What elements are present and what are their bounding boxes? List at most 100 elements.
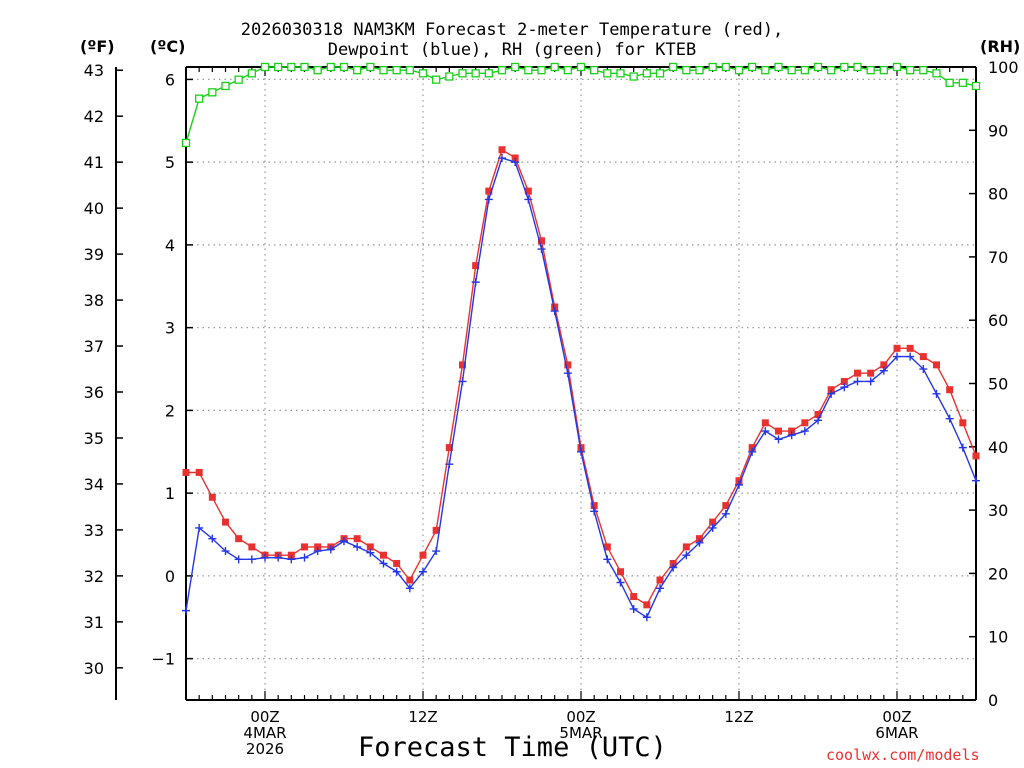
rh-series-point [445,72,454,81]
dewpoint-series-point [761,427,770,436]
dewpoint-series-point [866,377,875,386]
rh-series-point [550,62,559,72]
dewpoint-series-point [748,447,757,456]
dewpoint-series-point [340,537,348,546]
dewpoint-series-point [853,377,862,386]
temperature-series-point [761,419,769,427]
dewpoint-series-point [445,460,454,469]
rh-series-point [853,62,862,72]
temperature-series-point [485,187,493,195]
fahrenheit-tick-label: 40 [84,199,104,218]
dewpoint-series-point [603,555,612,564]
rh-series-point [208,88,217,97]
dewpoint-series-point [629,604,638,613]
rh-series-point [537,66,546,75]
temperature-series-point [854,369,861,377]
rh-series-point [748,62,757,72]
rh-series-point [603,69,612,78]
rh-series-point [339,62,349,72]
temperature-series-point [643,601,651,609]
dewpoint-series-point [800,427,809,436]
dewpoint-series-point [919,365,928,374]
rh-series-point [524,66,533,75]
dewpoint-series-point [182,606,190,615]
rh-series-point [313,66,322,75]
rh-series-point [708,62,717,72]
temperature-series-point [590,502,598,510]
temperature-series-point [788,427,796,435]
temperature-series-point [551,303,559,311]
dewpoint-series-point [353,542,362,551]
rh-series-point [234,75,243,84]
dewpoint-series-point [656,584,664,593]
rh-series-point [971,81,981,91]
rh-series-point [800,66,809,75]
rh-series-point [629,72,638,81]
temperature-series-point [656,576,664,584]
dewpoint-series-point [958,443,967,452]
dewpoint-series-point [379,559,388,568]
dewpoint-series-point [814,416,822,425]
fahrenheit-tick-label: 36 [84,383,104,402]
fahrenheit-axis-label: (ºF) [80,37,115,56]
temperature-series-point [498,146,506,154]
fahrenheit-tick-label: 41 [84,153,104,172]
fahrenheit-tick-label: 37 [84,337,104,356]
x-tick-label: 00Z [566,708,595,726]
dewpoint-series-point [563,369,572,378]
rh-series-point [642,69,651,78]
temperature-series-point [906,344,914,352]
rh-series-point [247,69,256,78]
rh-series-point [458,69,467,78]
temperature-series-point [235,535,243,543]
dewpoint-series-point [708,523,717,532]
temperature-series-point [538,237,545,245]
series-layer [181,62,981,622]
rh-series-point [497,66,507,75]
temperature-series-point [445,444,453,452]
rh-series-point [734,66,744,75]
temperature-series-point [459,361,466,369]
rh-series-point [181,138,191,148]
dewpoint-series-point [577,447,585,456]
fahrenheit-tick-label: 31 [84,613,104,632]
rh-series-point [761,66,770,75]
rh-series-point [774,62,783,72]
dewpoint-series-point [432,547,441,556]
dewpoint-series-point [419,567,427,576]
temperature-series-point [406,576,414,584]
celsius-tick-label: 5 [165,153,175,172]
temperature-series-point [195,468,203,476]
dewpoint-series-point [221,547,230,556]
dewpoint-series-point [682,551,691,560]
temperature-series-point [603,543,611,551]
temperature-series-point [867,369,875,377]
dewpoint-series-point [247,555,256,564]
rh-series-point [827,66,836,75]
temperature-series-point [617,568,624,576]
temperature-series-point [801,419,809,427]
dewpoint-series-point [287,555,296,564]
rh-series-point [906,66,915,75]
dewpoint-series-point [642,613,651,622]
dewpoint-series-point [735,480,743,489]
dewpoint-series-point [458,377,467,386]
rh-series-point [682,66,691,75]
source-credit: coolwx.com/models [826,746,980,764]
temperature-series-point [748,444,756,452]
temperature-series-point [222,518,229,526]
temperature-series-point [208,493,216,501]
rh-tick-label: 90 [988,121,1008,140]
rh-series-point [945,78,954,87]
rh-series-point [669,62,678,72]
temperature-series-point [735,477,743,485]
dewpoint-series-point [471,278,480,287]
dewpoint-series-point [261,553,269,562]
temperature-series-line [186,148,977,606]
fahrenheit-tick-label: 43 [84,61,104,80]
temperature-series-point [669,559,677,567]
rh-series-point [326,62,335,72]
rh-series-point [418,69,428,78]
temperature-series-point [959,419,967,427]
dewpoint-series-point [893,352,901,361]
